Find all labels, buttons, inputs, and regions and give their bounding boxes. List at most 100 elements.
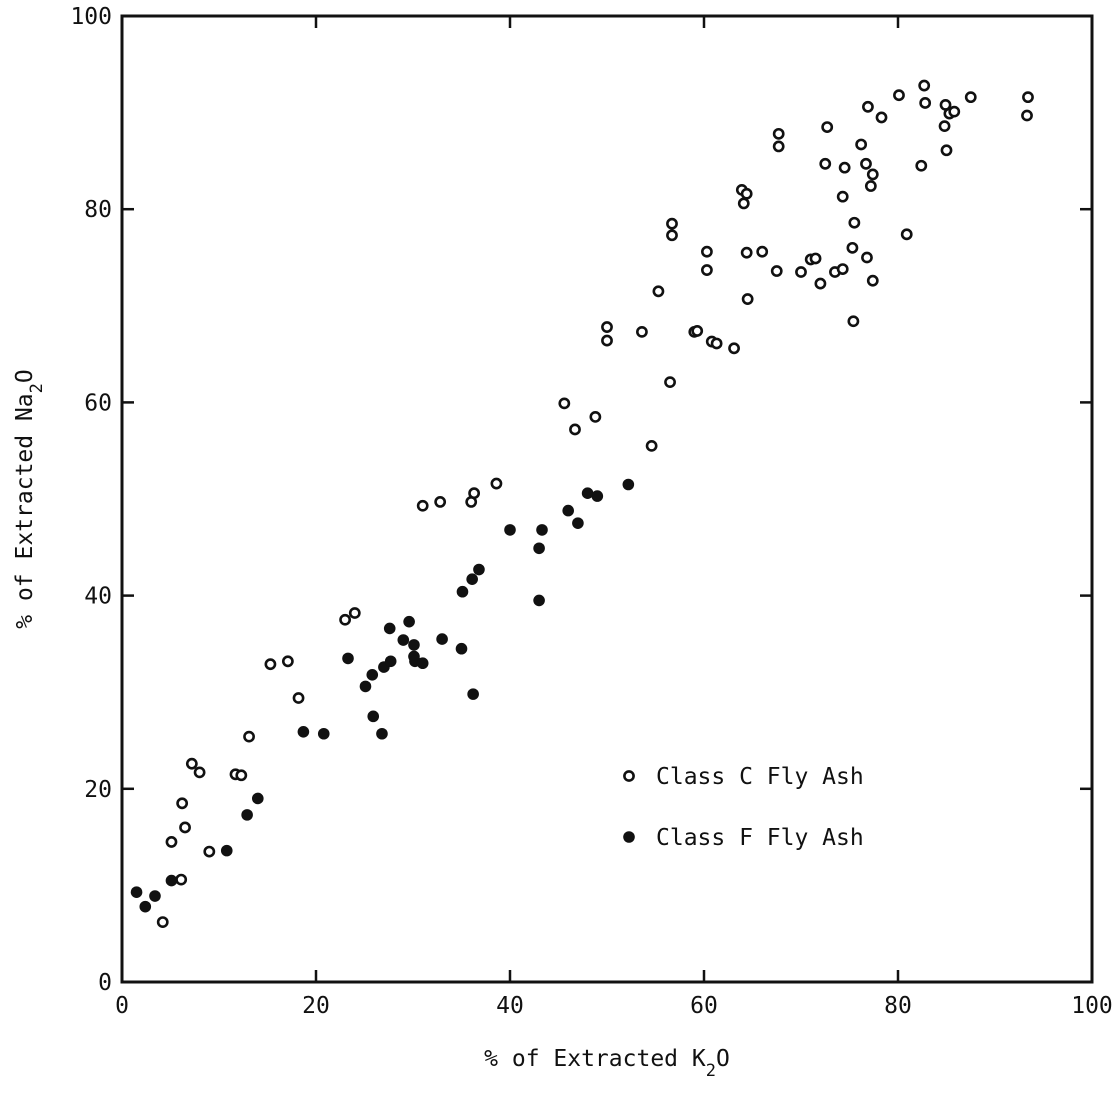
data-point-class-c	[919, 97, 932, 109]
data-point-class-f	[359, 680, 372, 693]
plot-area-frame	[120, 14, 1094, 984]
data-point-class-c	[434, 495, 447, 508]
data-point-class-c	[836, 190, 849, 203]
y-tick-label: 20	[84, 777, 112, 803]
data-point-class-c	[666, 217, 678, 230]
data-point-class-c	[175, 873, 188, 886]
data-point-class-f	[403, 615, 415, 628]
data-point-class-f	[383, 622, 396, 635]
data-point-class-c	[589, 410, 602, 423]
x-tick-label: 40	[496, 993, 524, 1019]
data-point-class-f	[251, 792, 264, 805]
data-point-class-c	[846, 241, 859, 254]
series-class-c	[156, 79, 1034, 929]
data-point-class-c	[569, 423, 581, 436]
y-tick-label: 100	[70, 4, 112, 30]
data-point-class-c	[701, 264, 713, 276]
x-tick-label: 0	[115, 993, 129, 1019]
data-point-class-f	[533, 542, 545, 555]
data-point-class-f	[149, 890, 161, 902]
data-point-class-c	[645, 439, 658, 452]
data-point-class-f	[562, 504, 574, 517]
data-point-class-f	[397, 634, 410, 646]
data-point-class-c	[809, 252, 822, 265]
data-point-class-c	[875, 111, 888, 124]
data-point-class-c	[179, 821, 191, 834]
data-point-class-c	[756, 245, 769, 258]
x-axis-label: % of Extracted K2O	[484, 1046, 730, 1081]
data-point-class-f	[533, 594, 545, 607]
data-point-class-c	[193, 766, 206, 779]
data-point-class-c	[819, 157, 832, 170]
data-point-class-c	[281, 655, 294, 668]
data-point-class-c	[860, 157, 872, 170]
data-point-class-f	[376, 727, 388, 740]
x-tick-label: 20	[302, 993, 330, 1019]
data-point-class-f	[436, 633, 448, 645]
data-point-class-f	[504, 524, 516, 536]
x-tick-label: 80	[884, 993, 912, 1019]
data-point-class-f	[366, 669, 379, 681]
data-point-class-c	[740, 187, 753, 200]
data-point-class-f	[455, 642, 468, 655]
data-point-class-f	[591, 490, 604, 502]
data-point-class-f	[297, 726, 310, 738]
data-point-class-c	[264, 658, 277, 671]
data-point-class-f	[622, 478, 635, 491]
x-axis-tick-labels: 0 20 40 60 80 100	[115, 993, 1112, 1019]
data-point-class-c	[864, 180, 877, 192]
y-tick-label: 60	[84, 390, 112, 416]
data-point-class-f	[408, 639, 420, 651]
data-point-class-f	[467, 688, 479, 700]
legend: Class C Fly Ash Class F Fly Ash	[623, 764, 864, 851]
data-point-class-c	[918, 79, 931, 92]
data-point-class-c	[866, 274, 879, 287]
data-point-class-c	[838, 161, 851, 174]
data-point-class-c	[490, 477, 503, 490]
data-point-class-c	[821, 121, 834, 133]
data-point-class-c	[893, 89, 905, 102]
data-point-class-c	[1022, 91, 1034, 104]
data-point-class-c	[468, 487, 481, 500]
data-point-class-f	[367, 710, 380, 723]
data-point-class-f	[317, 727, 330, 740]
data-point-class-f	[536, 524, 548, 536]
data-point-class-c	[772, 127, 785, 140]
x-tick-label: 60	[690, 993, 718, 1019]
data-point-class-c	[701, 245, 713, 258]
data-point-class-c	[855, 138, 868, 151]
data-point-class-c	[948, 105, 961, 118]
data-point-class-c	[636, 325, 648, 338]
data-point-class-c	[156, 916, 169, 929]
data-point-class-f	[473, 563, 485, 576]
legend-label-class-c: Class C Fly Ash	[656, 764, 864, 790]
data-point-class-f	[456, 585, 469, 598]
data-point-class-c	[339, 613, 351, 626]
data-point-class-c	[770, 265, 783, 277]
data-point-class-c	[348, 607, 361, 619]
data-point-class-f	[139, 900, 152, 913]
data-point-class-f	[416, 657, 429, 670]
data-point-class-c	[710, 337, 723, 350]
data-point-class-c	[601, 334, 613, 347]
legend-label-class-f: Class F Fly Ash	[656, 825, 864, 851]
data-point-class-f	[220, 844, 233, 857]
data-point-class-c	[940, 144, 953, 157]
data-point-class-c	[165, 836, 178, 848]
data-point-class-c	[243, 730, 255, 743]
y-axis-ticks	[122, 14, 1092, 984]
data-point-class-f	[165, 874, 178, 887]
data-point-class-c	[861, 251, 873, 264]
data-point-class-c	[836, 263, 849, 275]
y-axis-tick-labels: 0 20 40 60 80 100	[70, 4, 112, 996]
data-point-class-c	[292, 692, 305, 704]
data-points-layer	[130, 79, 1034, 929]
data-point-class-c	[862, 100, 874, 113]
data-point-class-c	[203, 845, 216, 858]
data-point-class-c	[664, 376, 676, 389]
data-point-class-c	[964, 91, 977, 104]
data-point-class-c	[814, 277, 827, 290]
series-class-f	[130, 478, 635, 913]
y-tick-label: 40	[84, 584, 112, 610]
